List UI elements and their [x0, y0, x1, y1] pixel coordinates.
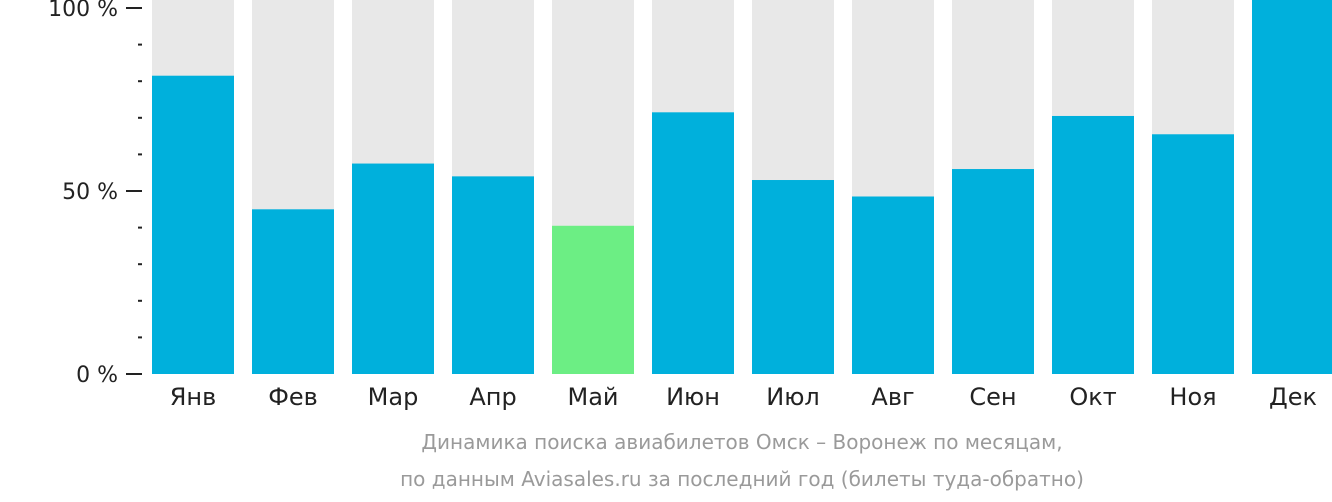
x-tick-label: Июл [766, 383, 820, 411]
bar-7 [752, 180, 834, 374]
bar-4 [452, 176, 534, 374]
bar-8 [852, 196, 934, 374]
y-tick-label: 100 % [48, 0, 118, 22]
bar-12 [1252, 0, 1332, 374]
bar-2 [252, 209, 334, 374]
x-tick-label: Мар [368, 383, 419, 411]
chart-caption-line-2: по данным Aviasales.ru за последний год … [400, 467, 1084, 491]
y-axis: 0 % 50 % 100 % [48, 0, 142, 388]
y-tick-label: 0 % [76, 363, 118, 388]
x-tick-label: Сен [969, 383, 1016, 411]
bar-1 [152, 75, 234, 375]
x-tick-label: Июн [666, 383, 720, 411]
x-tick-label: Авг [871, 383, 914, 411]
bar-6 [652, 112, 734, 374]
y-tick-label: 50 % [62, 180, 118, 205]
bar-11 [1152, 134, 1234, 374]
x-tick-label: Янв [170, 383, 217, 411]
x-tick-label: Фев [268, 383, 318, 411]
x-tick-label: Ноя [1169, 383, 1216, 411]
x-tick-label: Окт [1069, 383, 1116, 411]
x-tick-label: Апр [469, 383, 516, 411]
bar-9 [952, 169, 1034, 374]
data-bars [152, 0, 1332, 375]
bar-3 [352, 163, 434, 374]
x-tick-label: Май [567, 383, 618, 411]
bar-5 [552, 225, 634, 374]
bar-10 [1052, 115, 1134, 374]
x-axis-labels: Янв Фев Мар Апр Май Июн Июл Авг Сен Окт Ноя Дек [170, 383, 1317, 411]
chart-caption-line-1: Динамика поиска авиабилетов Омск – Ворон… [421, 430, 1063, 454]
x-tick-label: Дек [1269, 383, 1317, 411]
